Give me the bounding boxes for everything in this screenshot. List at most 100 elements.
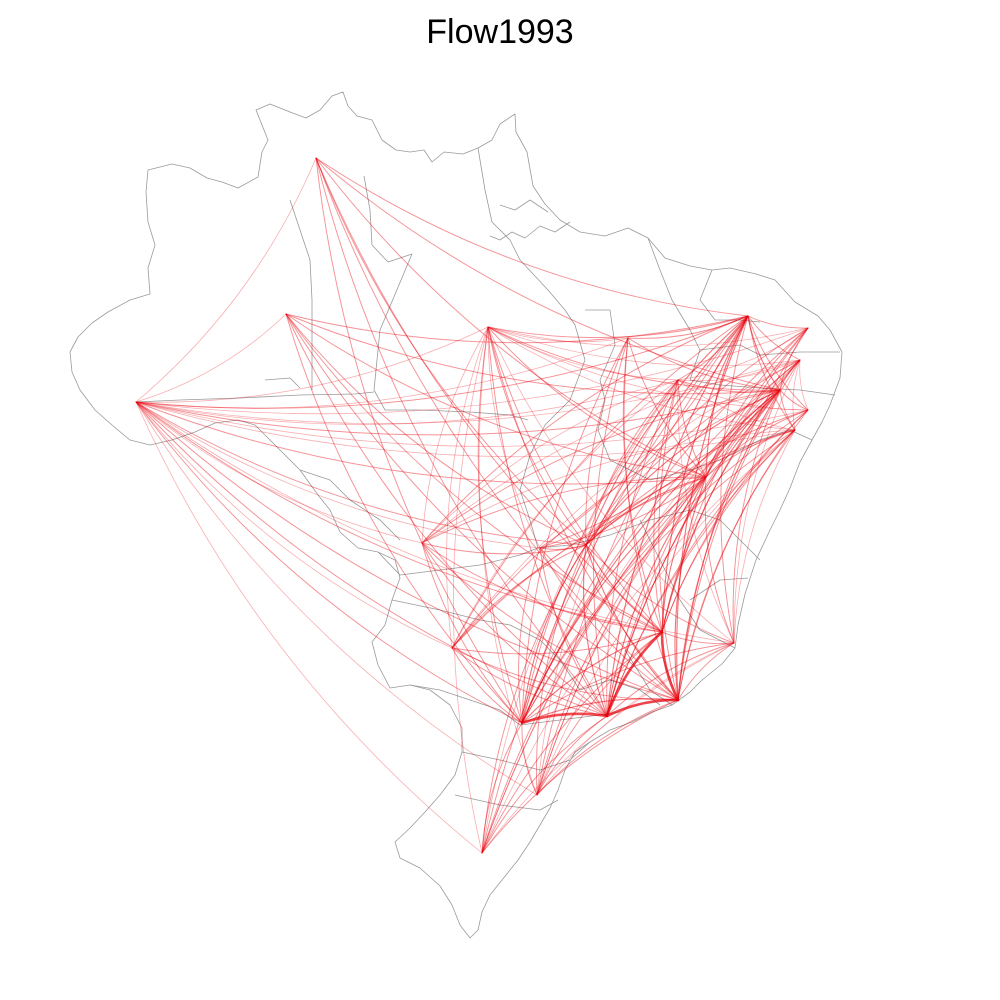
state-border (499, 199, 549, 213)
flow-line (451, 476, 707, 649)
flow-line (677, 379, 809, 411)
flow-line (315, 157, 781, 391)
flow-line (747, 315, 781, 391)
flow-line (585, 544, 735, 644)
state-borders (69, 91, 843, 939)
flow-line (585, 327, 809, 546)
state-border (689, 577, 749, 601)
flow-line (733, 429, 796, 644)
state-border (299, 469, 401, 541)
flow-line (677, 327, 809, 701)
flow-line (539, 547, 663, 633)
flow-line (315, 157, 587, 546)
flow-line (536, 715, 608, 796)
flow-line (661, 631, 735, 645)
flow-line (487, 326, 809, 411)
flow-line (481, 379, 679, 854)
flow-line (747, 315, 809, 329)
flow-line (521, 642, 735, 724)
flow-line (421, 476, 707, 544)
flow-line (676, 315, 749, 701)
flow-line (477, 326, 523, 724)
flow-line (605, 630, 664, 718)
flow-line (677, 379, 796, 431)
flow-line (451, 631, 663, 655)
flow-line (487, 326, 587, 546)
state-border (454, 794, 559, 811)
flow-line (481, 359, 801, 854)
flow-line (135, 401, 608, 717)
flow-line (315, 157, 523, 724)
flow-line (720, 315, 749, 644)
flow-line (521, 409, 809, 724)
flow-line (481, 699, 679, 854)
flow-line (661, 409, 809, 633)
flow-line (446, 326, 489, 649)
flow-line (606, 429, 796, 717)
state-border (699, 269, 761, 323)
state-border (373, 389, 529, 421)
flow-line (481, 642, 735, 854)
flow-line (585, 337, 629, 546)
flow-line (536, 389, 781, 796)
state-border (264, 377, 301, 389)
flow-line (521, 631, 663, 724)
flow-line (539, 476, 707, 549)
flow-line (487, 326, 608, 717)
flow-line (536, 429, 796, 796)
flow-line (747, 315, 801, 361)
flow-line (585, 389, 781, 546)
flow-line (451, 647, 679, 701)
flow-lines (135, 157, 809, 854)
flow-line (585, 359, 801, 546)
flow-line (421, 379, 679, 544)
flow-line (521, 379, 679, 724)
state-border (477, 147, 586, 549)
flow-line (705, 327, 809, 478)
flow-line (606, 476, 707, 717)
flow-line (520, 712, 609, 725)
flow-line (539, 547, 679, 701)
flow-line (606, 642, 735, 717)
flow-line (677, 409, 809, 701)
flow-line (705, 409, 809, 478)
flow-line (285, 313, 523, 724)
flow-line (135, 401, 809, 447)
flow-line (536, 699, 679, 796)
flow-line (285, 313, 707, 478)
state-border (391, 599, 581, 691)
flow-line (285, 313, 587, 546)
flow-line (487, 326, 663, 633)
state-border (579, 679, 661, 706)
flow-line (135, 401, 483, 854)
flow-line (536, 315, 749, 796)
flow-line (585, 476, 707, 546)
flow-line (779, 327, 809, 391)
flow-line (135, 326, 489, 403)
flow-line (135, 327, 809, 415)
flow-line (627, 337, 781, 391)
flow-line (677, 429, 796, 701)
flow-line (536, 544, 587, 796)
flow-line (536, 379, 679, 796)
flow-line (487, 326, 541, 549)
flow-line (451, 389, 781, 649)
flow-line (315, 157, 663, 633)
flow-line (481, 315, 749, 854)
flow-line (135, 401, 453, 649)
flow-line (661, 315, 749, 633)
flow-line (585, 379, 679, 546)
state-border (689, 379, 836, 396)
flow-line (521, 327, 809, 724)
flow-line (660, 630, 680, 702)
flow-line (135, 401, 538, 796)
flow-line (623, 337, 679, 701)
flow-line (779, 359, 801, 391)
flow-line (481, 722, 523, 854)
flow-line (135, 389, 781, 436)
flow-line (606, 389, 781, 717)
flow-line (585, 544, 679, 701)
flow-line (747, 315, 796, 431)
flow-line (421, 542, 608, 717)
state-border (647, 237, 701, 381)
